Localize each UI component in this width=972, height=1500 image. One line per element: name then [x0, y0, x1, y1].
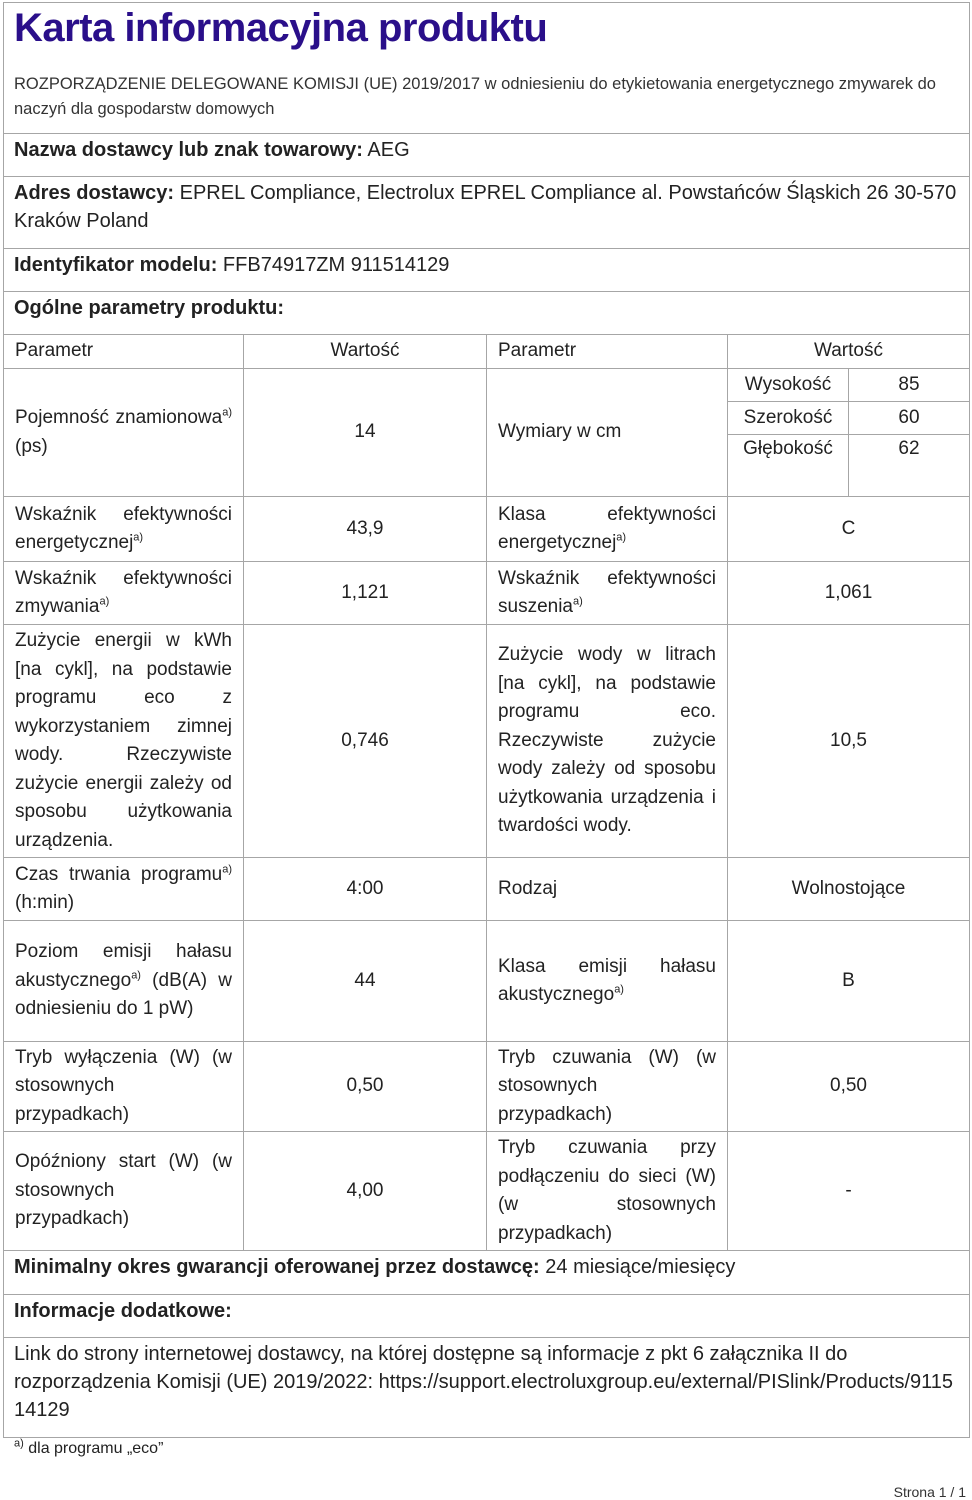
height-value: 85 [848, 368, 970, 402]
parameters-table: Parametr Wartość Parametr Wartość Pojemn… [3, 334, 970, 1251]
table-row: Głębokość 62 [4, 434, 970, 497]
model-label: Identyfikator modelu: [14, 254, 218, 276]
general-row: Ogólne parametry produktu: [3, 291, 969, 334]
water-label: Zużycie wody w litrach [na cykl], na pod… [486, 624, 728, 858]
supplier-row: Nazwa dostawcy lub znak towarowy: AEG [3, 133, 969, 176]
networked-standby-label: Tryb czuwania przy podłączeniu do sieci … [486, 1131, 728, 1251]
energy-class-label: Klasa efektywności energetyczneja) [486, 496, 728, 562]
table-row: Wskaźnik efektywności zmywaniaa) 1,121 W… [3, 561, 970, 625]
table-row: Tryb wyłączenia (W) (w stosownych przypa… [3, 1041, 970, 1132]
link-row: Link do strony internetowej dostawcy, na… [3, 1337, 969, 1438]
table-row: Zużycie energii w kWh [na cykl], na pods… [3, 624, 970, 858]
capacity-value: 14 [243, 368, 487, 497]
cleaning-value: 1,121 [243, 561, 487, 625]
warranty-row: Minimalny okres gwarancji oferowanej prz… [3, 1250, 969, 1294]
model-row: Identyfikator modelu: FFB74917ZM 9115141… [3, 248, 969, 291]
eei-value: 43,9 [243, 496, 487, 562]
delay-start-value: 4,00 [243, 1131, 487, 1251]
type-label: Rodzaj [486, 857, 728, 921]
noise-class-value: B [727, 920, 970, 1042]
supplier-label: Nazwa dostawcy lub znak towarowy: [14, 139, 363, 161]
eei-label: Wskaźnik efektywności energetyczneja) [3, 496, 244, 562]
noise-value: 44 [243, 920, 487, 1042]
standby-value: 0,50 [727, 1041, 970, 1132]
height-label: Wysokość [727, 368, 849, 402]
networked-standby-value: - [727, 1131, 970, 1251]
warranty-value: 24 miesiące/miesięcy [545, 1256, 736, 1278]
table-row: Czas trwania programua) (h:min) 4:00 Rod… [3, 857, 970, 921]
page-title: Karta informacyjna produktu [14, 6, 548, 50]
footnote-mark: a) [14, 1437, 24, 1450]
duration-value: 4:00 [243, 857, 487, 921]
table-row: Pojemność znamionowaa) (ps) 14 Wymiary w… [3, 368, 970, 497]
header-wartosc-2: Wartość [727, 334, 970, 369]
supplier-link[interactable]: https://support.electroluxgroup.eu/exter… [14, 1371, 954, 1421]
width-label: Szerokość [727, 401, 849, 435]
header-parametr-2: Parametr [486, 334, 728, 369]
table-row: Poziom emisji hałasu akustycznegoa) (dB(… [3, 920, 970, 1042]
link-text: Link do strony internetowej dostawcy, na… [14, 1343, 848, 1393]
noise-class-label: Klasa emisji hałasu akustycznegoa) [486, 920, 728, 1042]
table-row: Wskaźnik efektywności energetyczneja) 43… [3, 496, 970, 562]
type-value: Wolnostojące [727, 857, 970, 921]
table-row: Opóźniony start (W) (w stosownych przypa… [3, 1131, 970, 1251]
energy-label: Zużycie energii w kWh [na cykl], na pods… [3, 624, 244, 858]
off-mode-label: Tryb wyłączenia (W) (w stosownych przypa… [3, 1041, 244, 1132]
depth-label: Głębokość [727, 434, 849, 497]
additional-row: Informacje dodatkowe: [3, 1294, 969, 1337]
address-label: Adres dostawcy: [14, 182, 175, 204]
general-label: Ogólne parametry produktu: [14, 297, 285, 319]
header-parametr: Parametr [3, 334, 244, 369]
water-value: 10,5 [727, 624, 970, 858]
address-row: Adres dostawcy: EPREL Compliance, Electr… [3, 176, 969, 248]
address-value: EPREL Compliance, Electrolux EPREL Compl… [14, 182, 957, 232]
regulation-text: ROZPORZĄDZENIE DELEGOWANE KOMISJI (UE) 2… [14, 75, 936, 118]
footnote: a) dla programu „eco” [14, 1437, 164, 1458]
duration-label: Czas trwania programua) (h:min) [3, 857, 244, 921]
width-value: 60 [848, 401, 970, 435]
header-wartosc: Wartość [243, 334, 487, 369]
energy-value: 0,746 [243, 624, 487, 858]
cleaning-label: Wskaźnik efektywności zmywaniaa) [3, 561, 244, 625]
dimensions-label: Wymiary w cm [486, 368, 728, 497]
page-number: Strona 1 / 1 [893, 1484, 966, 1500]
delay-start-label: Opóźniony start (W) (w stosownych przypa… [3, 1131, 244, 1251]
standby-label: Tryb czuwania (W) (w stosownych przypadk… [486, 1041, 728, 1132]
table-header: Parametr Wartość Parametr Wartość [3, 334, 970, 369]
warranty-label: Minimalny okres gwarancji oferowanej prz… [14, 1256, 540, 1278]
capacity-label: Pojemność znamionowaa) (ps) [3, 368, 244, 497]
drying-label: Wskaźnik efektywności suszeniaa) [486, 561, 728, 625]
footnote-text: dla programu „eco” [28, 1440, 164, 1457]
energy-class-value: C [727, 496, 970, 562]
drying-value: 1,061 [727, 561, 970, 625]
off-mode-value: 0,50 [243, 1041, 487, 1132]
model-value: FFB74917ZM 911514129 [222, 254, 450, 276]
supplier-value: AEG [367, 139, 410, 161]
depth-value: 62 [848, 434, 970, 497]
additional-label: Informacje dodatkowe: [14, 1300, 232, 1322]
noise-label: Poziom emisji hałasu akustycznegoa) (dB(… [3, 920, 244, 1042]
